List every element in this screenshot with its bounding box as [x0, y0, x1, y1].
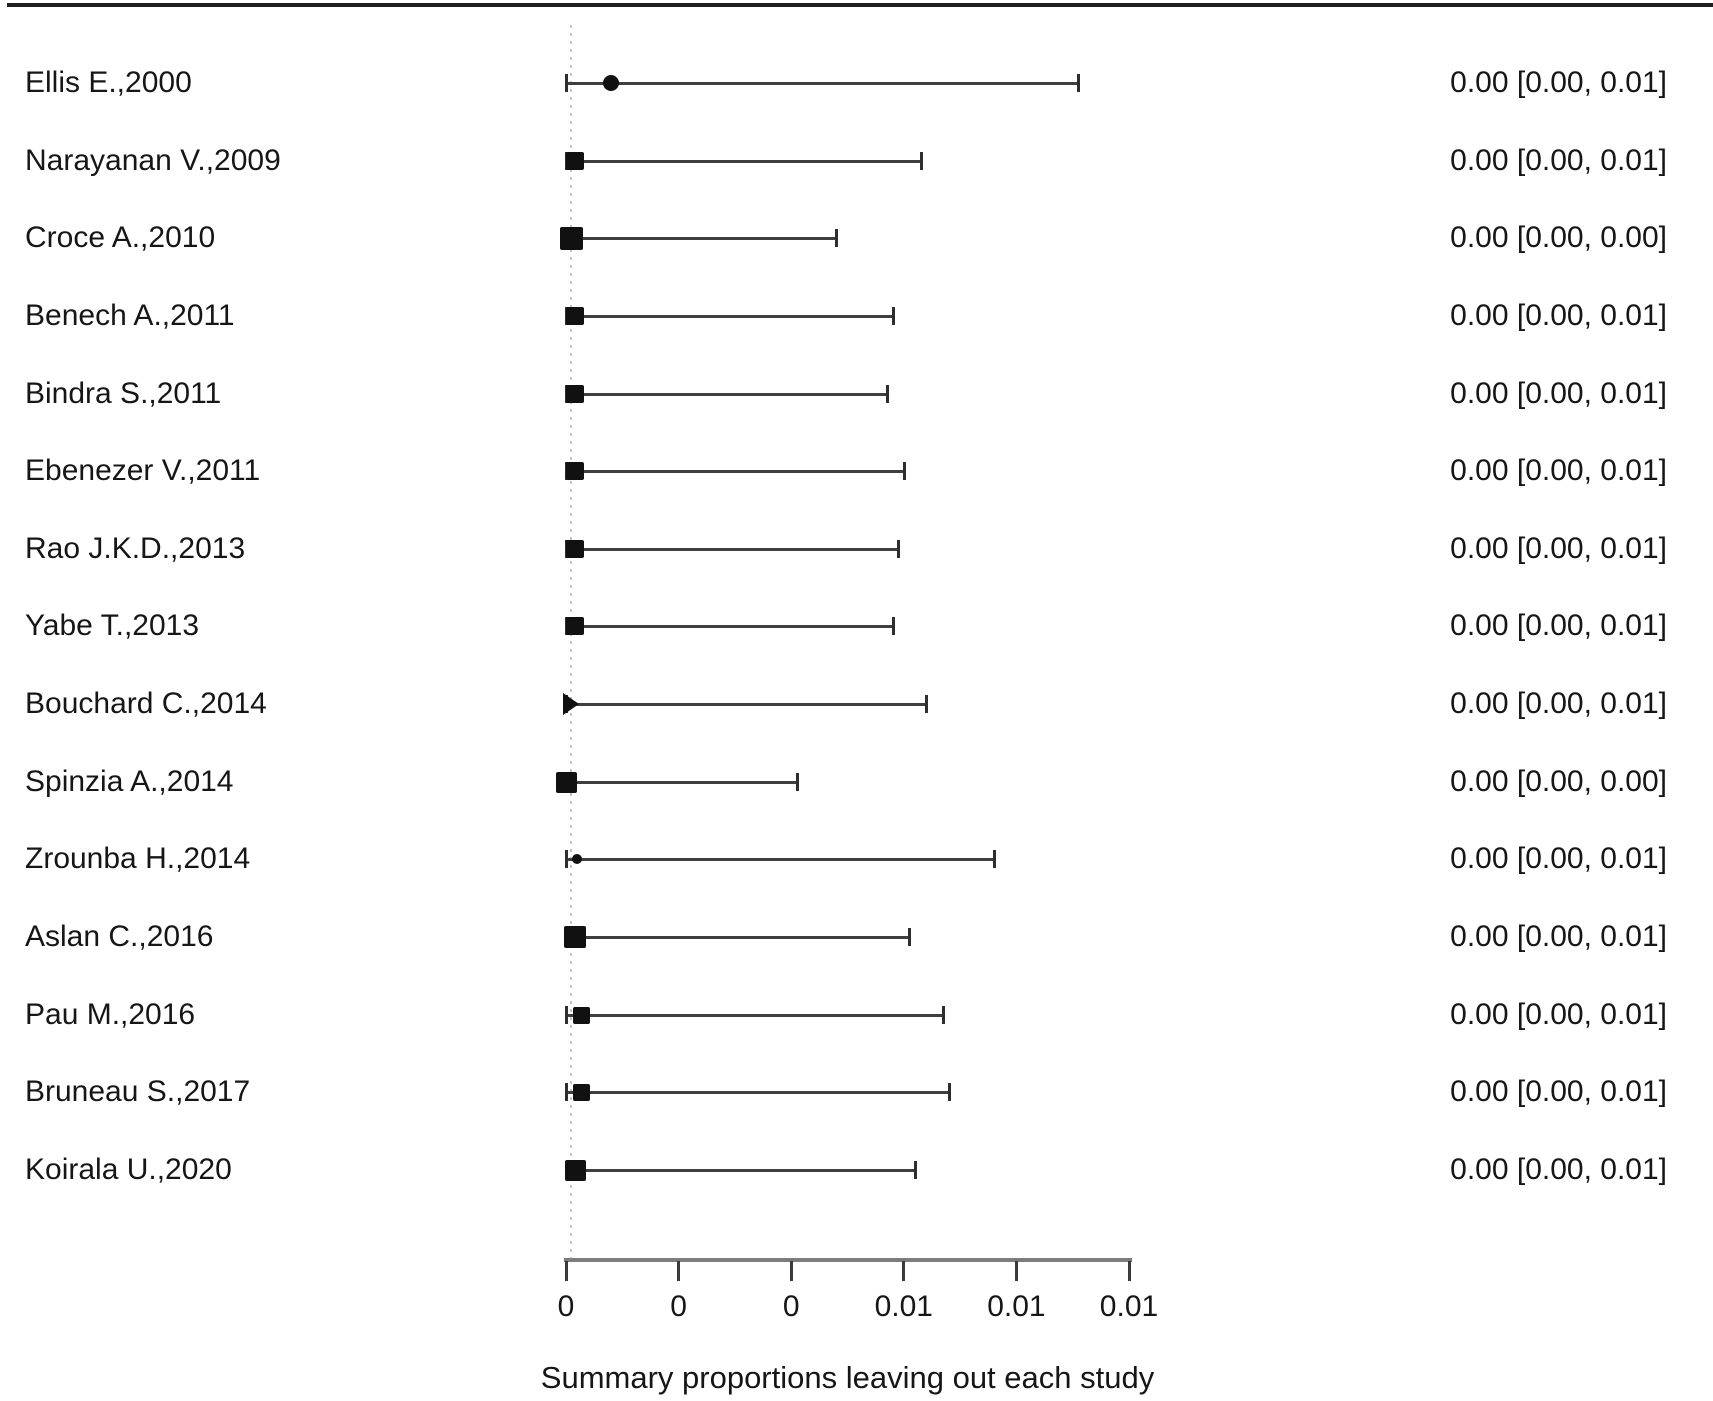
- ci-line: [566, 160, 921, 163]
- estimate-value: 0.00 [0.00, 0.01]: [1450, 66, 1667, 99]
- point-marker-square: [566, 385, 584, 403]
- x-axis-tick: [789, 1261, 793, 1281]
- estimate-value: 0.00 [0.00, 0.01]: [1450, 687, 1667, 720]
- study-label: Narayanan V.,2009: [25, 144, 281, 177]
- study-label: Yabe T.,2013: [25, 609, 200, 642]
- ci-cap-left: [565, 850, 568, 868]
- ci-cap-right: [902, 462, 906, 480]
- ci-line: [566, 237, 837, 240]
- ci-cap-left: [565, 1083, 568, 1101]
- point-marker-triangle: [563, 693, 580, 715]
- top-border-line: [7, 3, 1713, 7]
- point-marker-square: [564, 926, 586, 948]
- x-axis-tick-label: 0: [670, 1290, 687, 1323]
- study-label: Ellis E.,2000: [25, 66, 192, 99]
- estimate-value: 0.00 [0.00, 0.00]: [1450, 765, 1667, 798]
- study-label: Bruneau S.,2017: [25, 1075, 251, 1108]
- x-axis-tick-label: 0.01: [874, 1290, 933, 1323]
- ci-cap-left: [565, 74, 568, 92]
- study-label: Benech A.,2011: [25, 299, 235, 332]
- estimate-value: 0.00 [0.00, 0.01]: [1450, 299, 1667, 332]
- ci-cap-right: [1077, 74, 1081, 92]
- ci-line: [566, 625, 893, 628]
- study-label: Spinzia A.,2014: [25, 765, 234, 798]
- point-marker-square: [566, 152, 584, 170]
- ci-cap-right: [835, 229, 839, 247]
- ci-line: [566, 1169, 916, 1172]
- estimate-value: 0.00 [0.00, 0.01]: [1450, 532, 1667, 565]
- ci-cap-right: [795, 773, 799, 791]
- study-label: Zrounba H.,2014: [25, 842, 251, 875]
- x-axis-tick-label: 0: [557, 1290, 575, 1323]
- x-axis-tick-label: 0.01: [1099, 1290, 1159, 1323]
- ci-cap-right: [942, 1006, 946, 1024]
- point-marker-square: [566, 540, 584, 558]
- estimate-value: 0.00 [0.00, 0.01]: [1450, 842, 1667, 875]
- ci-line: [566, 936, 910, 939]
- estimate-value: 0.00 [0.00, 0.01]: [1450, 998, 1667, 1031]
- estimate-value: 0.00 [0.00, 0.01]: [1450, 609, 1667, 642]
- ci-line: [566, 1091, 949, 1094]
- ci-cap-right: [908, 928, 912, 946]
- estimate-value: 0.00 [0.00, 0.01]: [1450, 920, 1667, 953]
- point-marker-square: [572, 1006, 590, 1024]
- x-axis-tick: [564, 1261, 568, 1281]
- ci-cap-right: [992, 850, 996, 868]
- ci-cap-right: [914, 1161, 918, 1179]
- ci-cap-right: [947, 1083, 951, 1101]
- x-axis-tick: [677, 1261, 681, 1281]
- study-label: Bindra S.,2011: [25, 377, 222, 410]
- ci-line: [566, 1014, 944, 1017]
- x-axis-line: [564, 1258, 1132, 1262]
- ci-cap-right: [897, 540, 901, 558]
- ci-line: [566, 703, 927, 706]
- x-axis-tick: [902, 1261, 906, 1281]
- ci-cap-left: [565, 1006, 568, 1024]
- study-label: Croce A.,2010: [25, 221, 216, 254]
- ci-cap-right: [891, 617, 895, 635]
- ci-line: [566, 858, 994, 861]
- point-marker-circle: [603, 75, 620, 91]
- point-marker-square: [566, 462, 584, 480]
- ci-cap-right: [891, 307, 895, 325]
- x-axis-tick: [1014, 1261, 1018, 1281]
- study-label: Aslan C.,2016: [25, 920, 214, 953]
- study-label: Ebenezer V.,2011: [25, 454, 261, 487]
- estimate-value: 0.00 [0.00, 0.01]: [1450, 1153, 1667, 1186]
- study-label: Pau M.,2016: [25, 998, 196, 1031]
- point-marker-dot: [572, 854, 583, 864]
- estimate-value: 0.00 [0.00, 0.00]: [1450, 221, 1667, 254]
- point-marker-square: [564, 1159, 586, 1181]
- point-marker-square: [566, 617, 584, 635]
- point-marker-square: [555, 771, 577, 793]
- ci-cap-right: [885, 385, 889, 403]
- study-label: Bouchard C.,2014: [25, 687, 267, 720]
- zero-reference-line: [570, 25, 572, 1258]
- estimate-value: 0.00 [0.00, 0.01]: [1450, 454, 1667, 487]
- study-label: Rao J.K.D.,2013: [25, 532, 246, 565]
- ci-line: [566, 781, 797, 784]
- ci-line: [566, 393, 887, 396]
- ci-line: [566, 82, 1079, 85]
- x-axis-tick-label: 0: [782, 1290, 800, 1323]
- ci-cap-right: [925, 695, 929, 713]
- x-axis-tick: [1127, 1261, 1131, 1281]
- study-label: Koirala U.,2020: [25, 1153, 232, 1186]
- ci-line: [566, 548, 899, 551]
- ci-line: [566, 470, 904, 473]
- x-axis-tick-label: 0.01: [987, 1290, 1046, 1323]
- ci-cap-right: [919, 152, 923, 170]
- x-axis-title: Summary proportions leaving out each stu…: [540, 1360, 1155, 1395]
- estimate-value: 0.00 [0.00, 0.01]: [1450, 144, 1667, 177]
- ci-line: [566, 315, 893, 318]
- point-marker-square: [566, 307, 584, 325]
- estimate-value: 0.00 [0.00, 0.01]: [1450, 377, 1667, 410]
- point-marker-square: [573, 1083, 591, 1101]
- point-marker-square: [560, 226, 584, 250]
- estimate-value: 0.00 [0.00, 0.01]: [1450, 1075, 1667, 1108]
